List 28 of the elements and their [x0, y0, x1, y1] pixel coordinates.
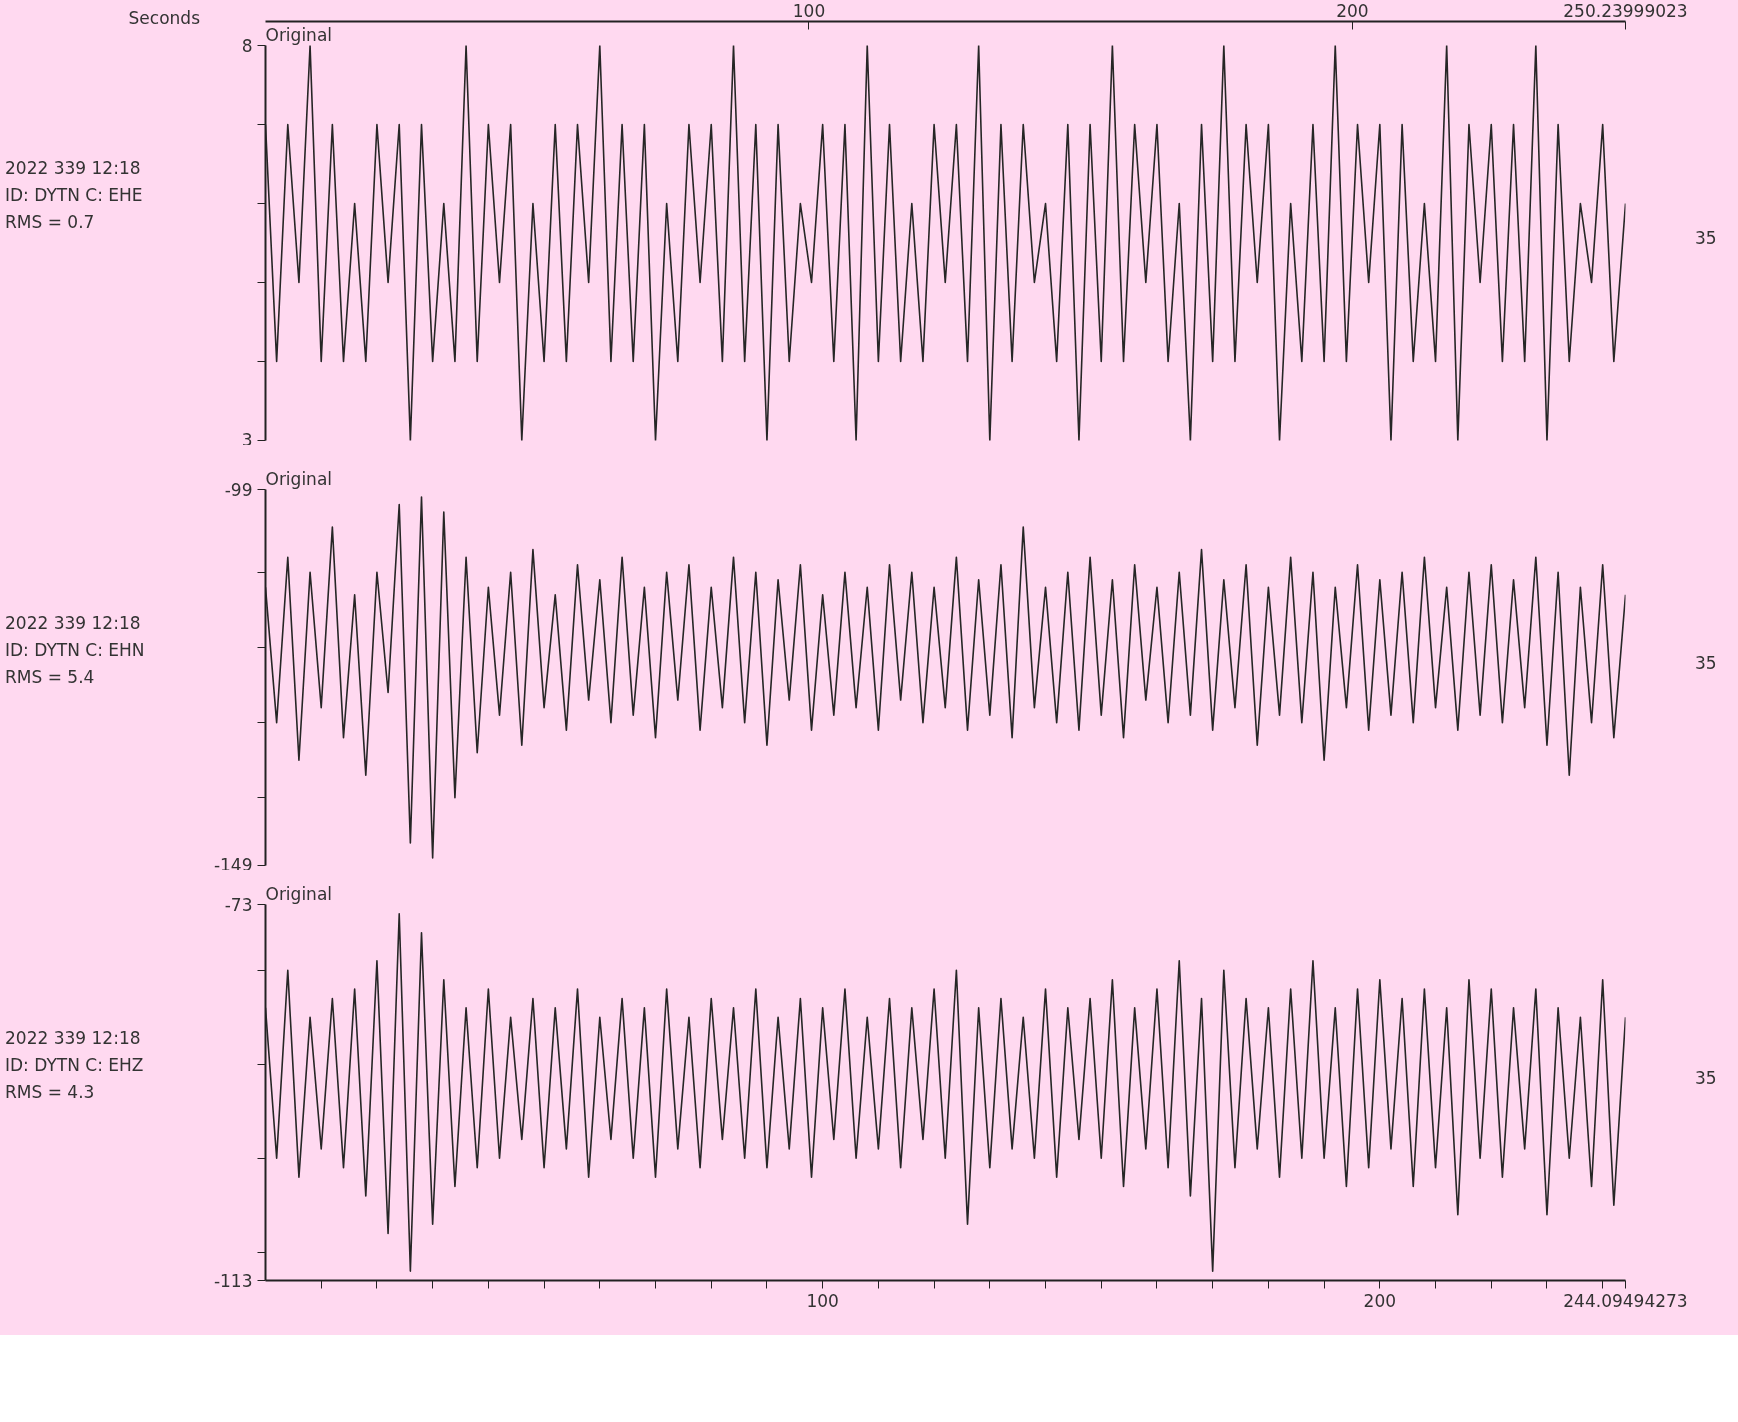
text: 2022 339 12:18	[5, 1028, 141, 1048]
text: 35	[1695, 652, 1717, 675]
text: ID: DYTN C: EHZ	[5, 1055, 144, 1076]
text: ID: DYTN C: EHN	[5, 640, 145, 661]
y-tick-label: -99	[224, 480, 253, 500]
text: ID: DYTN C: EHE	[5, 185, 143, 206]
x-tick-label: 244.09494273	[1563, 1290, 1688, 1311]
x2-tick-label: 200	[1336, 0, 1369, 21]
chart-title: Original	[265, 468, 333, 489]
chart-title: Original	[265, 24, 333, 45]
text: RMS = 0.7	[5, 212, 95, 233]
chart-title: Original	[265, 883, 333, 904]
text: 2022 339 12:18	[5, 613, 141, 633]
text: 35	[1695, 1067, 1717, 1090]
y-tick-label: -149	[213, 854, 253, 875]
x-tick-label: 200	[1363, 1290, 1397, 1311]
y-tick-label: 3	[241, 429, 253, 450]
y-tick-label: 8	[241, 36, 253, 56]
x2-tick-label: 100	[792, 0, 826, 21]
x2-tick-label: 250.23999023	[1563, 0, 1688, 21]
y-tick-label: -113	[213, 1271, 253, 1291]
x2-axis-title: Seconds	[128, 7, 200, 30]
x-tick-label: 100	[806, 1290, 839, 1311]
text: 35	[1695, 227, 1717, 250]
text: 2022 339 12:18	[5, 158, 141, 178]
text: RMS = 5.4	[5, 667, 95, 688]
text: RMS = 4.3	[5, 1082, 95, 1103]
y-tick-label: -73	[224, 895, 253, 915]
